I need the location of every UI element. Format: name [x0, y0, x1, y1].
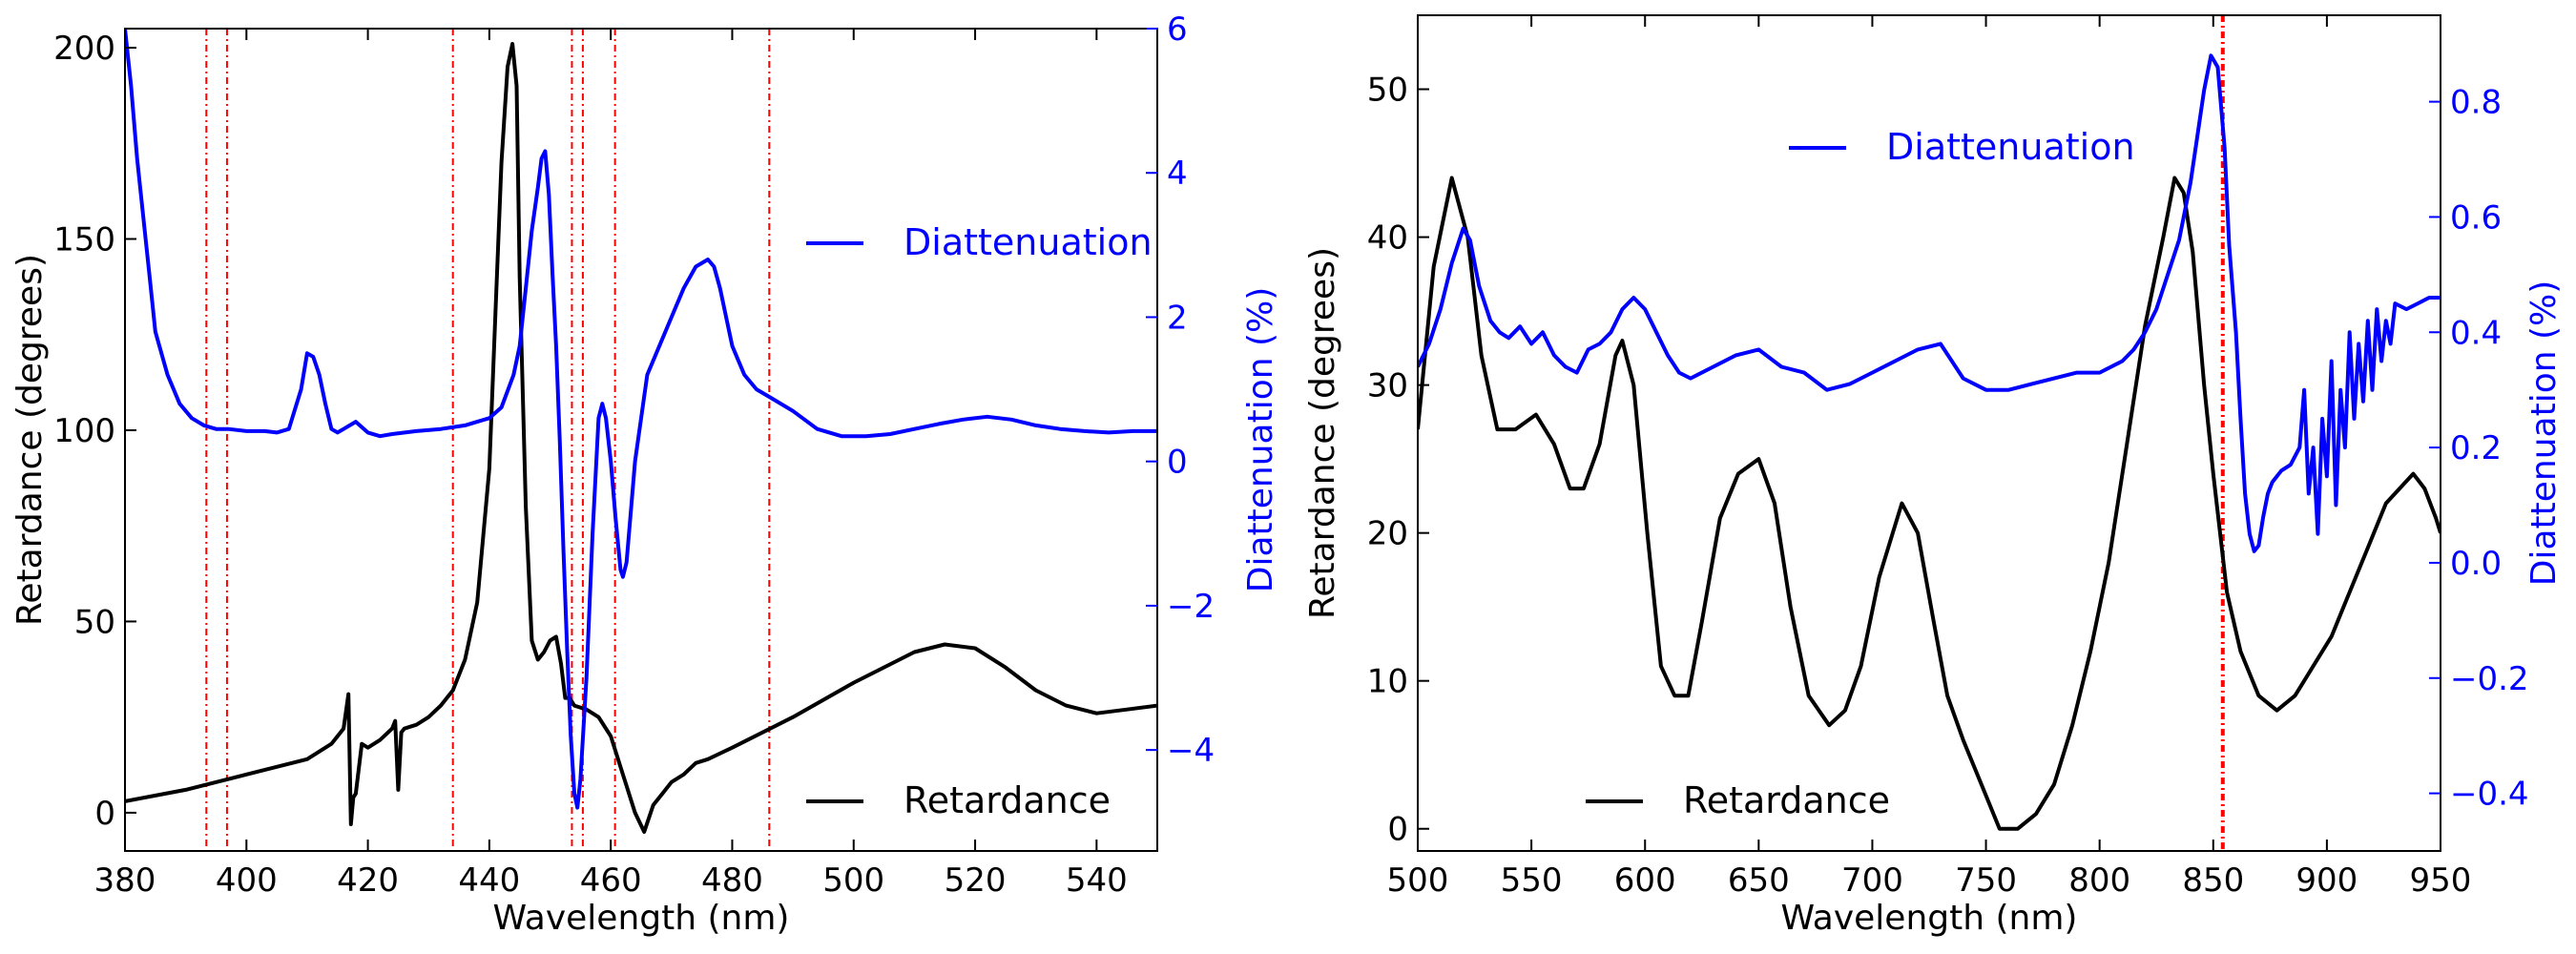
y2-tick-label: 0.2 [2450, 429, 2502, 467]
legend-label: Diattenuation [904, 221, 1153, 263]
x-tick-label: 500 [822, 861, 884, 900]
y2-tick-label: 0.4 [2450, 314, 2502, 352]
retardance-line [1418, 176, 2441, 831]
diattenuation-line [1418, 53, 2441, 553]
y2-tick-label: −2 [1167, 588, 1215, 626]
x-tick-label: 400 [216, 861, 278, 900]
x-tick-label: 460 [580, 861, 642, 900]
legend-label: Diattenuation [1886, 126, 2135, 168]
x-tick-label: 480 [701, 861, 763, 900]
y-tick-label: 30 [1367, 367, 1408, 405]
legend-retardance: Retardance [1586, 779, 1890, 821]
chart-1: 380 400 420 440 460 480 500 520 540050100150200−… [10, 10, 1280, 938]
x-tick-label: 700 [1841, 861, 1903, 900]
x-tick-label: 520 [945, 861, 1007, 900]
y2-tick-label: 0.8 [2450, 84, 2502, 122]
y-tick-label: 150 [53, 221, 115, 259]
y-tick-label: 50 [74, 603, 115, 641]
y2-tick-label: 6 [1167, 10, 1188, 49]
x-tick-label: 500 [1387, 861, 1449, 900]
y2-tick-label: −0.2 [2450, 660, 2529, 698]
x-tick-label: 600 [1614, 861, 1676, 900]
x-tick-label: 420 [337, 861, 399, 900]
chart-2: 500 550 600 650 700 750 800 850 900 950 0 10 20 30 40 5… [1303, 14, 2564, 938]
x-axis-label: Wavelength (nm) [493, 899, 790, 938]
legend-diattenuation: Diattenuation [806, 221, 1153, 263]
y-tick-label: 40 [1367, 219, 1408, 258]
y2-tick-label: −4 [1167, 732, 1215, 770]
x-axis-label: Wavelength (nm) [1781, 899, 2078, 938]
y-tick-label: 50 [1367, 72, 1408, 110]
x-tick-label: 440 [458, 861, 520, 900]
y2-tick-label: 2 [1167, 299, 1188, 337]
plot-area [1418, 15, 2441, 851]
retardance-line [125, 42, 1157, 834]
y-axis-label: Retardance (degrees) [10, 254, 50, 626]
x-tick-label: 750 [1955, 861, 2017, 900]
legend-diattenuation: Diattenuation [1789, 126, 2135, 168]
legend-label: Retardance [1683, 779, 1890, 821]
y2-tick-label: 0.6 [2450, 198, 2502, 237]
y2-tick-label: 0 [1167, 444, 1188, 482]
y2-tick-label: −0.4 [2450, 776, 2529, 814]
plot-frame [1417, 14, 2441, 852]
plot-frame [124, 28, 1158, 852]
x-tick-label: 850 [2182, 861, 2244, 900]
y-tick-label: 20 [1367, 515, 1408, 553]
legend-label: Retardance [904, 779, 1111, 821]
y2-tick-label: 0.0 [2450, 545, 2502, 583]
diattenuation-line [125, 29, 1157, 810]
y-axis-label: Retardance (degrees) [1303, 247, 1342, 619]
y2-tick-label: 4 [1167, 155, 1188, 193]
x-tick-label: 380 [94, 861, 156, 900]
y-tick-label: 200 [53, 30, 115, 68]
x-tick-label: 800 [2068, 861, 2130, 900]
x-tick-label: 550 [1501, 861, 1563, 900]
y-tick-label: 10 [1367, 663, 1408, 701]
y2-axis-label: Diattenuation (%) [1241, 287, 1280, 593]
x-tick-label: 950 [2410, 861, 2472, 900]
plot-area [125, 29, 1157, 851]
y-tick-label: 0 [94, 795, 115, 833]
x-tick-label: 900 [2296, 861, 2358, 900]
x-tick-label: 540 [1066, 861, 1128, 900]
y2-axis-label: Diattenuation (%) [2524, 280, 2564, 587]
y-tick-label: 100 [53, 412, 115, 450]
legend-retardance: Retardance [806, 779, 1111, 821]
x-tick-label: 650 [1728, 861, 1790, 900]
y-tick-label: 0 [1387, 811, 1408, 849]
